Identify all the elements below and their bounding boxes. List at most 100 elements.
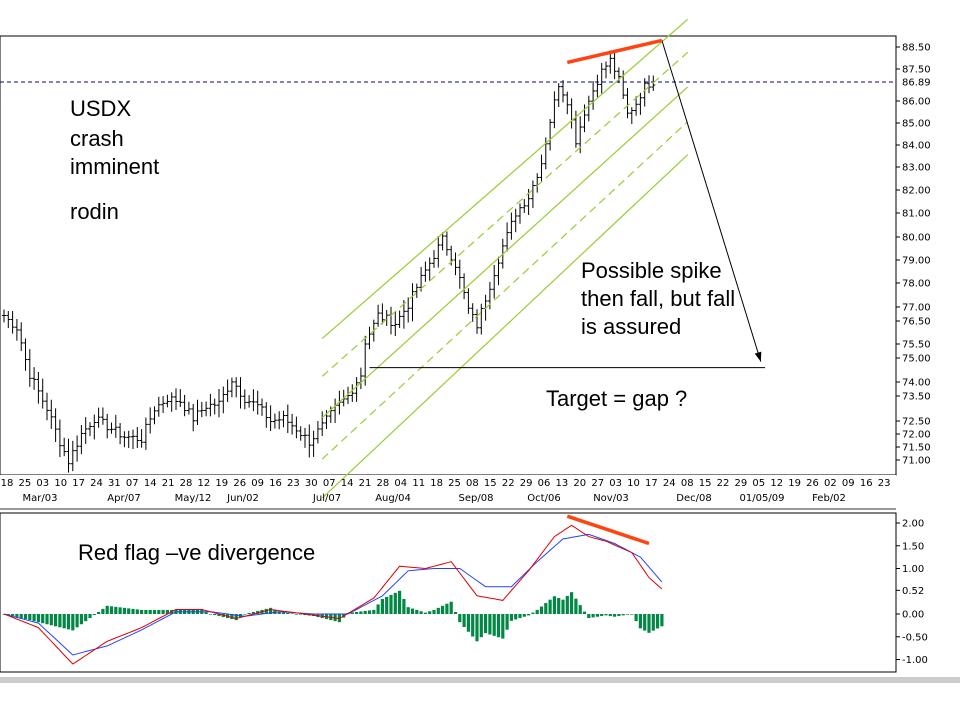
histogram-bar	[428, 611, 432, 614]
date-axis-label: 11	[412, 478, 425, 489]
histogram-bar	[127, 608, 131, 614]
date-axis-label: 07	[126, 478, 139, 489]
histogram-bar	[398, 590, 402, 614]
month-axis-label: Oct/06	[527, 493, 560, 504]
histogram-bar	[88, 614, 92, 619]
date-axis-label: 24	[90, 478, 103, 489]
histogram-bar	[385, 596, 389, 614]
histogram-bar	[591, 614, 595, 618]
histogram-bar	[453, 611, 458, 614]
histogram-bar	[54, 614, 58, 627]
histogram-bar	[380, 598, 384, 614]
price-axis-label: 71.50	[902, 443, 931, 454]
histogram-bar	[621, 614, 625, 616]
price-axis-label: 71.00	[902, 456, 931, 467]
histogram-bar	[492, 614, 496, 636]
histogram-bar	[251, 611, 255, 614]
price-axis-label: 81.00	[902, 209, 931, 220]
channel-upper-line	[321, 18, 689, 340]
histogram-bar	[458, 614, 462, 623]
macd-divergence-line	[566, 514, 650, 546]
histogram-bar	[475, 614, 479, 642]
date-axis-label: 25	[448, 478, 461, 489]
month-axis-label: Apr/07	[107, 493, 140, 504]
histogram-bar	[625, 614, 630, 615]
histogram-bar	[488, 614, 492, 635]
histogram-bar	[19, 614, 23, 619]
histogram-bar	[49, 614, 53, 626]
date-axis-label: 17	[645, 478, 658, 489]
date-axis-label: 06	[538, 478, 551, 489]
histogram-bar	[281, 612, 286, 614]
histogram-bar	[565, 595, 569, 614]
price-axis-label: 82.00	[902, 186, 931, 197]
signal-line	[3, 533, 663, 656]
histogram-bar	[415, 609, 419, 614]
histogram-bar	[574, 598, 578, 614]
histogram-bar	[243, 614, 247, 615]
histogram-bar	[165, 609, 169, 614]
date-axis-label: 28	[377, 478, 390, 489]
current-price-label: 86.89	[902, 78, 931, 89]
histogram-bar	[406, 607, 410, 614]
histogram-bar	[376, 604, 380, 614]
month-axis-label: Sep/08	[459, 493, 494, 504]
histogram-bar	[552, 596, 556, 614]
date-axis-label: 30	[305, 478, 318, 489]
histogram-bar	[79, 614, 83, 625]
date-axis-label: 25	[19, 478, 32, 489]
date-axis-label: 03	[609, 478, 622, 489]
histogram-bar	[101, 608, 105, 614]
date-axis-label: 16	[860, 478, 873, 489]
histogram-bar	[355, 611, 359, 614]
date-axis-label: 26	[806, 478, 819, 489]
histogram-bar	[587, 614, 591, 619]
histogram-bar	[131, 608, 135, 614]
histogram-bar	[389, 594, 393, 614]
histogram-bar	[217, 614, 221, 617]
histogram-bar	[118, 607, 122, 614]
date-axis-label: 18	[1, 478, 14, 489]
macd-panel	[0, 512, 897, 673]
histogram-bar	[92, 614, 96, 616]
price-panel	[0, 35, 897, 476]
histogram-bar	[522, 614, 526, 617]
price-axis-label: 75.50	[902, 340, 931, 351]
macd-axis-label: -0.50	[902, 632, 928, 643]
histogram-bar	[557, 597, 561, 614]
title-line-1: USDX	[70, 96, 131, 121]
macd-axis-label: -1.00	[902, 655, 928, 666]
date-axis-label: 21	[359, 478, 372, 489]
date-axis-label: 10	[54, 478, 67, 489]
date-axis-label: 23	[878, 478, 891, 489]
date-axis-label: 08	[681, 478, 694, 489]
histogram-bar	[97, 611, 101, 614]
histogram-bar	[140, 609, 144, 614]
histogram-bar	[505, 614, 509, 630]
month-axis-label: 01/05/09	[740, 493, 785, 504]
histogram-bar	[548, 599, 552, 614]
histogram-bar	[144, 609, 148, 614]
month-axis-label: Jul/07	[312, 493, 341, 504]
date-axis-label: 24	[663, 478, 676, 489]
price-axis-label: 72.50	[902, 417, 931, 428]
date-axis-label: 18	[430, 478, 443, 489]
histogram-bar	[527, 614, 531, 616]
spike-note-line-2: then fall, but fall	[581, 286, 735, 311]
date-axis-label: 26	[233, 478, 246, 489]
date-axis-label: 03	[36, 478, 49, 489]
histogram-bar	[582, 611, 587, 614]
date-axis-label: 10	[627, 478, 640, 489]
histogram-bar	[535, 609, 539, 614]
histogram-bar	[367, 610, 372, 614]
date-axis-label: 22	[502, 478, 515, 489]
date-axis-strip	[0, 475, 896, 507]
histogram-bar	[45, 614, 49, 625]
price-axis-label: 75.00	[902, 354, 931, 365]
histogram-bar	[264, 608, 268, 614]
histogram-bar	[359, 611, 363, 614]
histogram-bar	[71, 614, 75, 631]
date-axis-label: 04	[394, 478, 407, 489]
date-axis-label: 14	[144, 478, 157, 489]
projection-arrow-head	[754, 351, 762, 362]
